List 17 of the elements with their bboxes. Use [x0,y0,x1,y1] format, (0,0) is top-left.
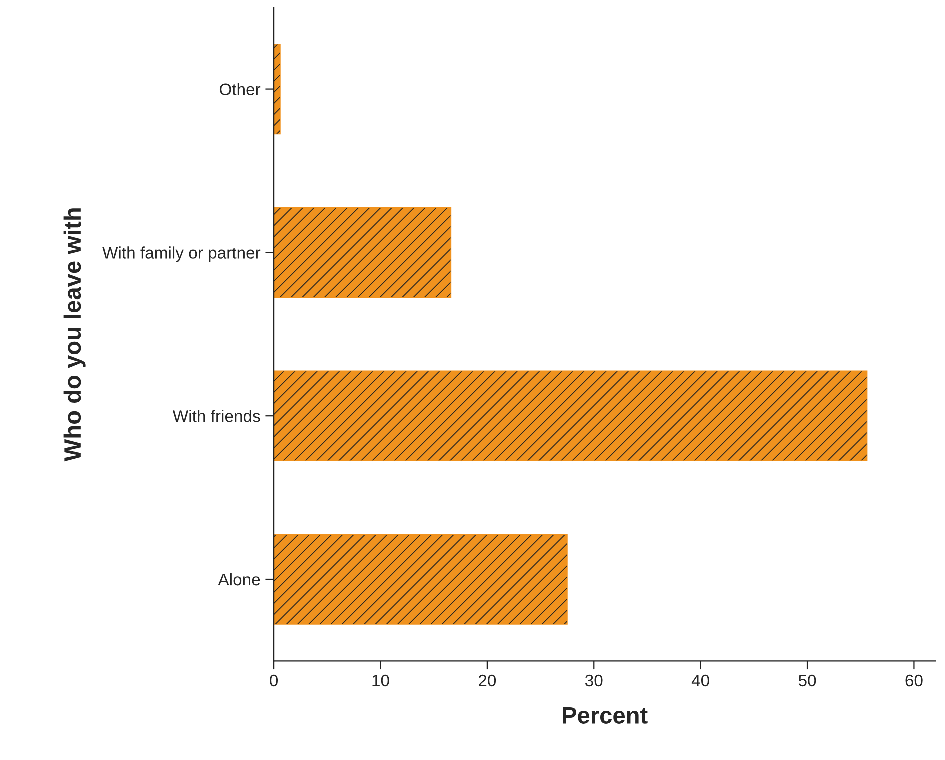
y-tick-label: With family or partner [102,246,261,262]
x-tick-label: 50 [798,674,816,687]
bar [274,44,281,135]
y-axis-title: Who do you leave with [64,208,86,462]
x-tick-label: 30 [586,674,603,687]
x-tick-label: 0 [270,674,278,687]
x-tick-label: 10 [372,674,390,687]
x-tick-label: 40 [692,674,710,687]
bar [274,370,868,462]
x-tick-label: 60 [906,674,923,687]
bar [274,534,568,625]
y-tick-label: Alone [218,573,260,586]
y-tick-label: Other [220,83,261,96]
bar [274,207,452,298]
x-tick-label: 20 [479,674,496,687]
x-axis-title: Percent [563,707,648,724]
y-tick-label: With friends [172,410,260,422]
